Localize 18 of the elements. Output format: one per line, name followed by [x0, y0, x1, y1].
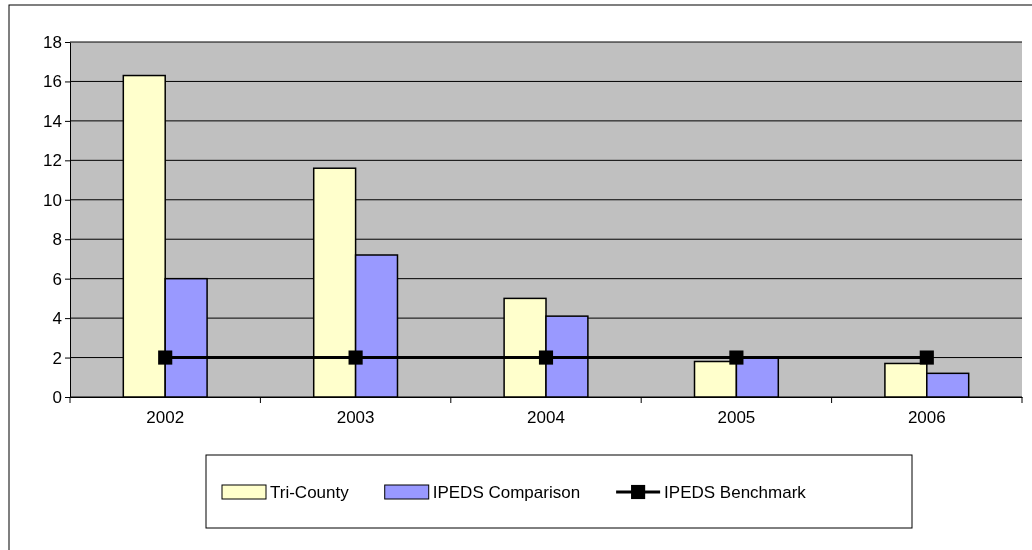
legend-label: Tri-County — [270, 483, 350, 502]
y-tick-label: 18 — [43, 32, 62, 52]
x-tick-label: 2005 — [717, 408, 756, 428]
x-tick-label: 2002 — [146, 408, 185, 428]
x-tick-label: 2003 — [336, 408, 375, 428]
x-tick-label: 2004 — [527, 408, 565, 428]
legend-label: IPEDS Comparison — [432, 483, 581, 502]
legend-label: IPEDS Benchmark — [664, 483, 807, 502]
y-tick-label: 6 — [52, 269, 62, 289]
y-tick-label: 14 — [43, 111, 62, 131]
y-tick-label: 8 — [52, 230, 62, 250]
y-tick-label: 4 — [52, 309, 62, 329]
x-tick-label: 2006 — [907, 408, 946, 428]
y-tick-label: 2 — [52, 348, 62, 368]
y-tick-label: 16 — [43, 72, 62, 92]
y-tick-label: 12 — [43, 151, 62, 171]
y-tick-label: 0 — [52, 387, 62, 407]
y-tick-label: 10 — [43, 190, 62, 210]
